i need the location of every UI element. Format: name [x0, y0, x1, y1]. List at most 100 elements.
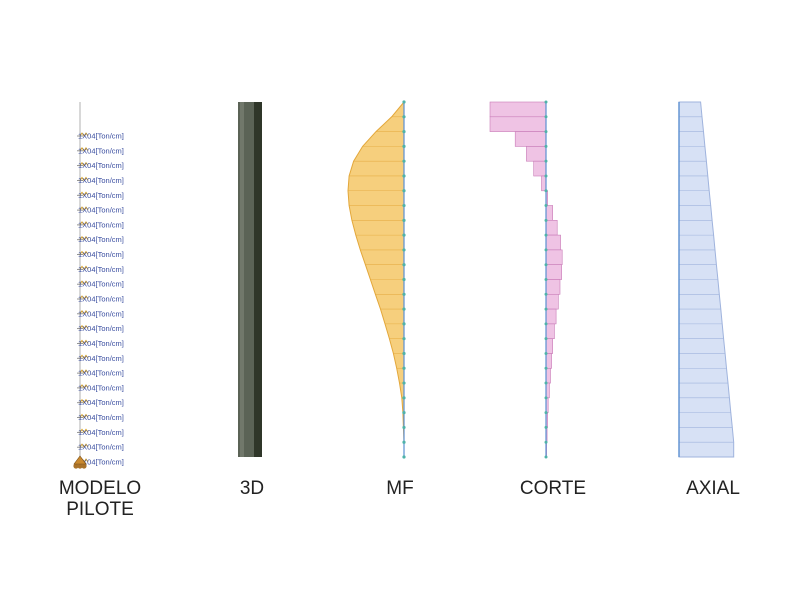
pile-3d-panel [238, 102, 262, 457]
spring-label: 1X04[Ton/cm] [78, 176, 124, 185]
moment-node [402, 233, 406, 237]
shear-node [544, 100, 548, 104]
shear-bar [541, 175, 547, 192]
spring-zigzag-icon [79, 147, 89, 152]
spring-zigzag-icon [79, 176, 89, 182]
spring-22: 1X04[Ton/cm] [77, 443, 124, 452]
spring-label: 1X04[Ton/cm] [78, 369, 124, 378]
spring-zigzag-icon [79, 191, 89, 197]
spring-zigzag-icon [79, 265, 89, 271]
spring-5: 1X04[Ton/cm] [77, 191, 124, 200]
spring-zigzag-icon [79, 235, 89, 241]
shear-bar [545, 249, 563, 265]
shear-node [544, 115, 548, 119]
spring-14: 1X04[Ton/cm] [77, 324, 124, 333]
label-modelo-line2: PILOTE [66, 499, 134, 520]
spring-label: 1X04[Ton/cm] [78, 250, 124, 259]
spring-label: 1X04[Ton/cm] [78, 413, 124, 422]
moment-node [402, 366, 406, 370]
shear-bar [545, 338, 553, 354]
spring-10: 1X04[Ton/cm] [77, 265, 124, 274]
shear-node [544, 292, 548, 296]
shear-node [544, 337, 548, 341]
spring-15: 1X04[Ton/cm] [77, 339, 124, 348]
shear-bar [545, 264, 562, 280]
spring-zigzag-icon [79, 324, 89, 330]
moment-node [402, 159, 406, 163]
moment-node [402, 100, 406, 104]
spring-6: 1X04[Ton/cm] [77, 206, 124, 215]
spring-label: 1X04[Ton/cm] [78, 265, 124, 274]
label-modelo-pilote: MODELO PILOTE [40, 478, 160, 520]
spring-19: 1X04[Ton/cm] [77, 398, 124, 407]
label-axial-text: AXIAL [686, 478, 740, 499]
shear-bar [545, 353, 552, 369]
spring-label: 1X04[Ton/cm] [78, 324, 124, 333]
spring-9: 1X04[Ton/cm] [77, 250, 124, 259]
spring-7: 1X04[Ton/cm] [77, 220, 124, 229]
pile-3d-shadow [254, 102, 262, 457]
spring-zigzag-icon [79, 384, 89, 389]
moment-node [402, 189, 406, 193]
shear-bar [545, 279, 561, 295]
label-mf: MF [360, 478, 440, 499]
spring-zigzag-icon [79, 354, 89, 360]
spring-label: 1X04[Ton/cm] [78, 220, 124, 229]
spring-label: 1X04[Ton/cm] [78, 146, 124, 155]
pile-base-support-icon [73, 455, 87, 469]
spring-zigzag-icon [79, 310, 89, 315]
moment-node [402, 455, 406, 459]
spring-17: 1X04[Ton/cm] [77, 369, 124, 378]
shear-node [544, 381, 548, 385]
spring-4: 1X04[Ton/cm] [77, 176, 124, 185]
spring-18: 1X04[Ton/cm] [77, 383, 124, 392]
spring-12: 1X04[Ton/cm] [77, 295, 124, 304]
spring-label: 1X04[Ton/cm] [78, 383, 124, 392]
spring-zigzag-icon [79, 206, 89, 211]
spring-zigzag-icon [79, 369, 89, 374]
spring-11: 1X04[Ton/cm] [77, 280, 124, 289]
axial-diagram-panel [678, 101, 735, 458]
spring-label: 1X04[Ton/cm] [78, 191, 124, 200]
moment-node [402, 203, 406, 208]
spring-zigzag-icon [79, 250, 89, 256]
spring-label: 1X04[Ton/cm] [78, 339, 124, 348]
shear-bar [545, 205, 553, 221]
spring-label: 1X04[Ton/cm] [78, 458, 124, 467]
shear-node [544, 204, 548, 208]
spring-zigzag-icon [79, 398, 89, 404]
moment-node [402, 322, 406, 326]
moment-node [402, 411, 406, 415]
label-corte: CORTE [493, 478, 613, 499]
shear-node [544, 174, 548, 178]
spring-zigzag-icon [79, 428, 89, 434]
shear-node [544, 189, 548, 193]
label-mf-text: MF [386, 478, 414, 499]
shear-bar [489, 116, 547, 132]
spring-zigzag-icon [79, 132, 89, 137]
spring-label: 1X04[Ton/cm] [78, 295, 124, 304]
spring-label: 1X04[Ton/cm] [78, 309, 124, 318]
shear-node [544, 455, 548, 459]
moment-node [402, 425, 406, 430]
spring-zigzag-icon [79, 295, 89, 300]
shear-bar [545, 293, 559, 310]
shear-node [544, 351, 548, 355]
shear-bar [514, 131, 547, 147]
shear-bar [545, 323, 555, 339]
label-axial: AXIAL [663, 478, 763, 499]
shear-node [544, 322, 548, 326]
spring-zigzag-icon [79, 443, 89, 448]
spring-label: 1X04[Ton/cm] [78, 161, 124, 170]
spring-zigzag-icon [79, 280, 89, 285]
spring-labels-group: 1X04[Ton/cm] 1X04[Ton/cm] 1X04[Ton/cm] 1X04… [77, 132, 124, 467]
shear-node [544, 263, 548, 267]
spring-2: 1X04[Ton/cm] [77, 146, 124, 155]
shear-node [544, 396, 548, 400]
shear-bar [489, 101, 547, 118]
shear-node [544, 411, 548, 415]
spring-zigzag-icon [79, 221, 89, 226]
spring-zigzag-icon [79, 339, 89, 345]
moment-node [402, 381, 406, 385]
shear-node [544, 144, 548, 148]
